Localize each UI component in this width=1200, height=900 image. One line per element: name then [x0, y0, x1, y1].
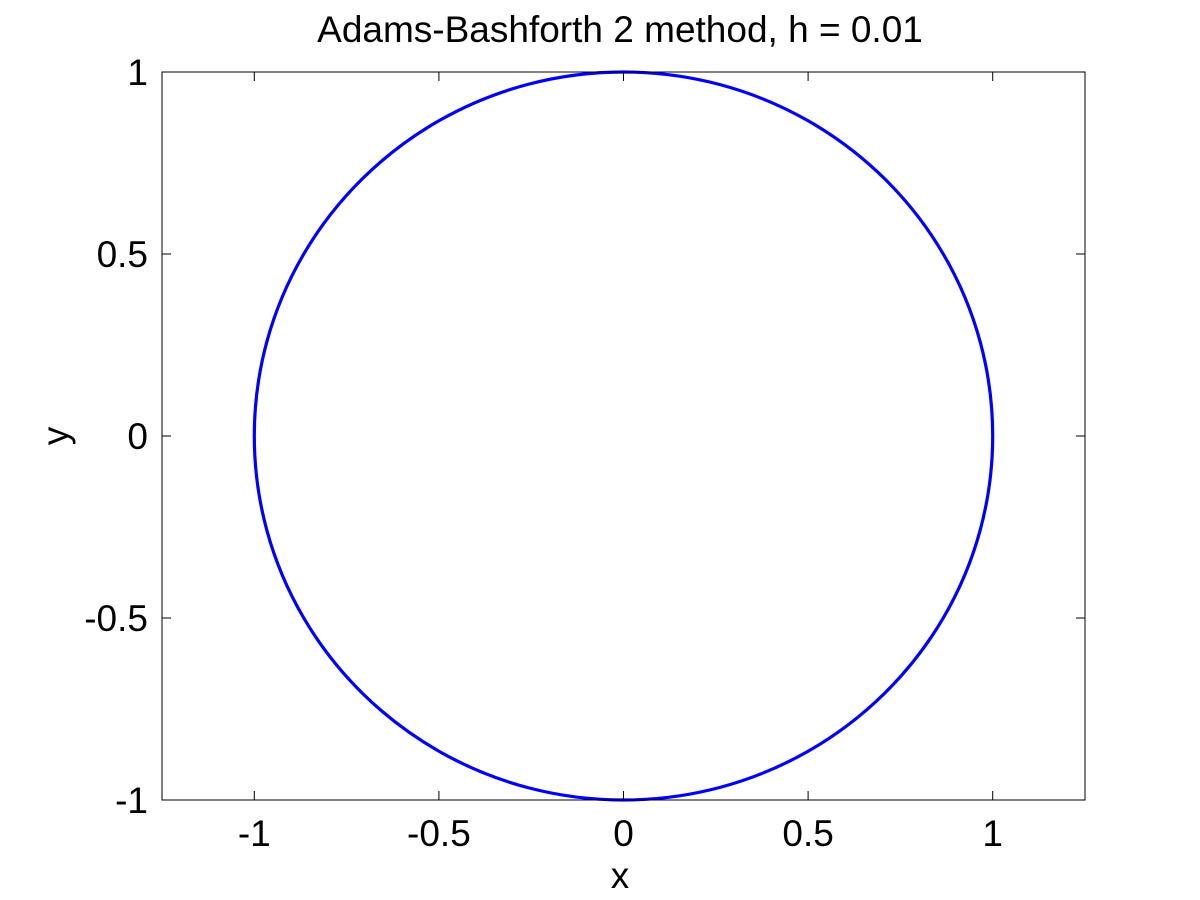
- y-axis-label: y: [35, 426, 76, 445]
- series-layer: [252, 70, 995, 802]
- x-axis-label: x: [611, 855, 630, 896]
- x-tick-label-1: -0.5: [407, 813, 471, 854]
- y-tick-label-3: 0.5: [97, 234, 148, 275]
- y-tick-label-2: 0: [127, 416, 148, 457]
- y-tick-label-0: -1: [115, 780, 148, 821]
- x-tick-label-4: 1: [982, 813, 1003, 854]
- series-line-0: [252, 70, 995, 802]
- x-tick-label-3: 0.5: [782, 813, 833, 854]
- x-tick-label-2: 0: [613, 813, 634, 854]
- y-tick-label-4: 1: [127, 52, 148, 93]
- x-tick-label-0: -1: [238, 813, 271, 854]
- plot-area: [162, 72, 1085, 800]
- ticks-layer: -1 -0.5 0 0.5 1 -1 -0.5 0 0.5 1: [84, 52, 1085, 854]
- chart-title: Adams-Bashforth 2 method, h = 0.01: [317, 9, 923, 50]
- y-tick-label-1: -0.5: [84, 598, 148, 639]
